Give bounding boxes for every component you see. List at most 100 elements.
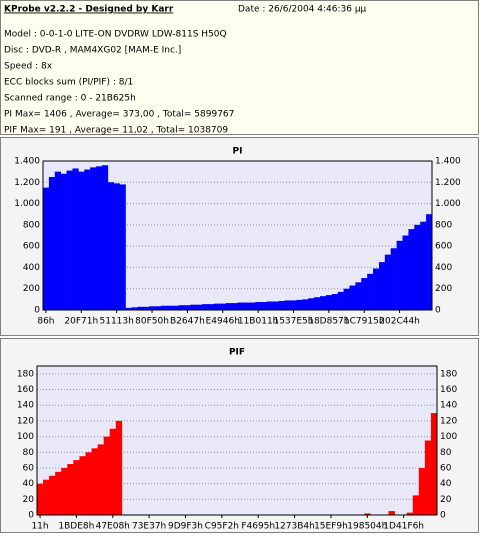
y2-tick-label: 140 xyxy=(440,401,457,411)
bar xyxy=(91,448,98,515)
bar xyxy=(96,166,103,310)
y2-tick-label: 600 xyxy=(435,242,452,252)
y2-tick-label: 100 xyxy=(440,432,457,442)
bar xyxy=(43,187,50,310)
bar xyxy=(272,301,280,310)
y-tick-label: 60 xyxy=(23,463,35,473)
y-tick-label: 1.400 xyxy=(14,157,40,167)
bar xyxy=(213,303,221,310)
x-tick-label: 1273B4h xyxy=(274,522,315,532)
x-tick-label: 198504h xyxy=(347,522,387,532)
x-tick-label: 1C7915h xyxy=(344,317,385,327)
bar xyxy=(430,413,438,515)
y-tick-label: 0 xyxy=(28,511,34,521)
chart-title: PI xyxy=(233,147,243,157)
x-tick-label: B2647h xyxy=(170,317,205,327)
bar xyxy=(418,467,426,515)
info-line: ECC blocks sum (PI/PIF) : 8/1 xyxy=(4,78,133,88)
bar xyxy=(320,296,327,310)
bar xyxy=(364,513,371,515)
bar xyxy=(261,302,268,310)
y-tick-label: 1.000 xyxy=(14,199,40,209)
bar xyxy=(414,224,421,310)
y2-tick-label: 120 xyxy=(440,416,457,426)
bar xyxy=(420,221,427,310)
bar xyxy=(202,304,209,310)
bar xyxy=(219,303,227,310)
bar xyxy=(255,302,262,310)
y2-tick-label: 400 xyxy=(435,263,452,273)
x-tick-label: 1D41F6h xyxy=(383,522,424,532)
x-tick-label: C95F2h xyxy=(205,522,239,532)
bar xyxy=(314,297,321,310)
bar xyxy=(402,235,409,310)
x-tick-label: 80F50h xyxy=(135,317,169,327)
y2-tick-label: 180 xyxy=(440,369,457,379)
bar xyxy=(388,511,395,515)
x-tick-label: 1BDE8h xyxy=(58,522,94,532)
bar xyxy=(103,436,111,515)
y2-tick-label: 800 xyxy=(435,220,452,230)
bar xyxy=(166,305,173,310)
y2-tick-label: 20 xyxy=(440,495,452,505)
bar xyxy=(84,169,91,310)
y2-tick-label: 80 xyxy=(440,448,452,458)
bar xyxy=(231,303,238,310)
x-tick-label: 1537E5h xyxy=(273,317,313,327)
bar xyxy=(131,307,138,310)
y-tick-label: 80 xyxy=(23,448,35,458)
bar xyxy=(361,278,368,310)
bar xyxy=(60,173,67,310)
info: KProbe v2.2.2 - Designed by Karr Date : … xyxy=(4,5,367,15)
bar xyxy=(424,440,432,515)
bar xyxy=(137,306,144,310)
bar xyxy=(61,467,68,515)
x-tick-label: 20F71h xyxy=(64,317,98,327)
plot-border xyxy=(42,160,433,311)
y-tick-label: 20 xyxy=(23,495,35,505)
y-tick-label: 40 xyxy=(23,479,35,489)
bar xyxy=(143,306,150,310)
info-line: PIF Max= 191 , Average= 11,02 , Total= 1… xyxy=(4,126,228,136)
bar xyxy=(67,464,74,515)
date: Date : 26/6/2004 4:46:36 μμ xyxy=(238,5,367,15)
x-tick-label: 11B011h xyxy=(238,317,279,327)
info-line: Model : 0-0-1-0 LITE-ON DVDRW LDW-811S H… xyxy=(4,30,227,40)
plot-border xyxy=(36,365,438,516)
bar xyxy=(97,444,104,515)
bar xyxy=(331,294,338,310)
bar xyxy=(237,302,244,310)
bar xyxy=(101,165,109,310)
bar xyxy=(384,254,392,310)
y2-tick-label: 0 xyxy=(440,511,446,521)
y-tick-label: 200 xyxy=(23,284,40,294)
y2-tick-label: 1.000 xyxy=(435,199,461,209)
bar xyxy=(125,307,132,310)
y-tick-label: 180 xyxy=(17,369,34,379)
y-tick-label: 1.200 xyxy=(14,178,40,188)
bar xyxy=(196,304,203,310)
bar xyxy=(378,262,386,310)
x-tick-label: 51113h xyxy=(100,317,134,327)
bar xyxy=(79,456,86,515)
bar xyxy=(160,305,168,310)
bar xyxy=(355,282,362,310)
y-tick-label: 100 xyxy=(17,432,34,442)
bar xyxy=(296,299,303,310)
x-tick-label: E4946h xyxy=(206,317,240,327)
x-tick-label: 47E08h xyxy=(96,522,130,532)
y-tick-label: 800 xyxy=(23,220,40,230)
y2-tick-label: 60 xyxy=(440,463,452,473)
x-tick-label: 86h xyxy=(37,317,54,327)
bar xyxy=(178,305,185,310)
y-tick-label: 400 xyxy=(23,263,40,273)
bar xyxy=(308,298,315,310)
bar xyxy=(302,299,309,310)
bar xyxy=(54,171,61,310)
bar xyxy=(390,248,397,310)
bar xyxy=(115,420,123,515)
bar xyxy=(66,170,73,310)
app-title: KProbe v2.2.2 - Designed by Karr xyxy=(4,5,174,15)
